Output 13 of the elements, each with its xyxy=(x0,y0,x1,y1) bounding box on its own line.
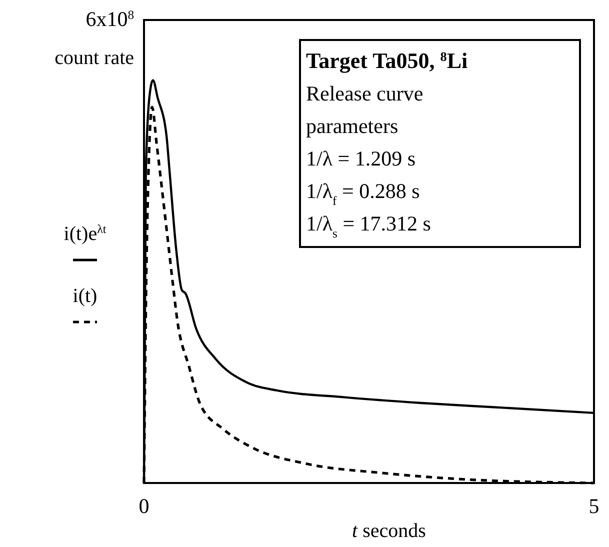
annotation: 1/λ$_{s}$ = 17.312 s xyxy=(306,212,431,240)
x-tick-label: 0 xyxy=(138,494,150,518)
annotation: Release curve xyxy=(306,82,424,106)
annotation: 1/λ$_{f}$ = 0.288 s xyxy=(306,179,420,208)
series-label: i(t)e$^{λt}$ xyxy=(64,222,107,245)
annotation: 1/λ = 1.209 s xyxy=(306,146,416,170)
text: Target Ta050, $^{8}$Li xyxy=(306,48,468,73)
text: i(t) xyxy=(72,285,98,307)
y-axis-title: count rate xyxy=(54,47,134,69)
text: 6x10$^{8}$ xyxy=(86,7,134,31)
x-tick-label: 5 xyxy=(588,494,600,518)
x-axis-title: t seconds xyxy=(352,520,426,542)
annotation: parameters xyxy=(306,114,398,138)
